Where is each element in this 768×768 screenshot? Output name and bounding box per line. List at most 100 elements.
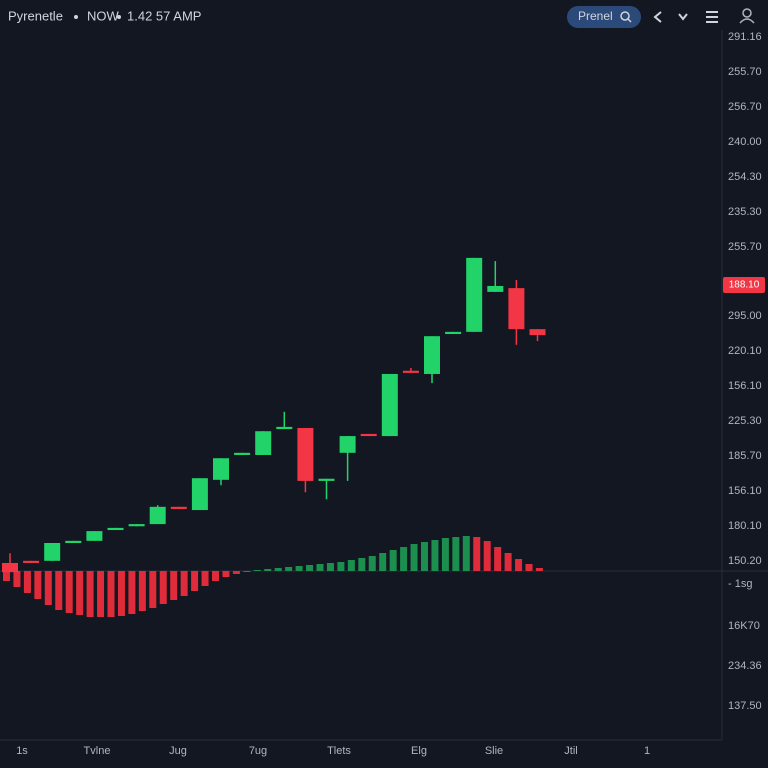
histogram-bar — [431, 540, 439, 571]
histogram-bar — [368, 556, 376, 571]
separator-dot — [74, 15, 78, 19]
list-line[interactable] — [706, 16, 718, 18]
price-label: 225.30 — [728, 415, 762, 427]
candle-body — [318, 478, 335, 481]
symbol: Pyrenetle — [8, 8, 63, 23]
histogram-bar — [180, 571, 188, 596]
search-placeholder[interactable]: Prenel — [578, 9, 613, 23]
histogram-bar — [515, 559, 523, 571]
histogram-bar — [535, 568, 543, 571]
histogram-bar — [316, 564, 324, 571]
separator-dot — [117, 15, 121, 19]
price-label: 254.30 — [728, 171, 762, 183]
histogram-bar — [128, 571, 136, 614]
price-label: 295.00 — [728, 310, 762, 322]
histogram-bar — [44, 571, 52, 605]
candle-body — [339, 436, 356, 453]
price-label: 156.10 — [728, 380, 762, 392]
time-label: Tlets — [327, 745, 351, 757]
histogram-bar — [452, 537, 460, 571]
histogram-bar — [23, 571, 31, 593]
time-label: 1s — [16, 745, 28, 757]
candle-body — [44, 543, 61, 561]
histogram-bar — [306, 565, 314, 571]
time: 1.42 57 AMP — [127, 8, 201, 23]
histogram-bar — [201, 571, 209, 586]
histogram-bar — [107, 571, 115, 617]
histogram-bar — [222, 571, 230, 577]
histogram-bar — [232, 571, 240, 574]
list-icon[interactable] — [706, 11, 718, 23]
candle-body — [402, 370, 419, 373]
candle-body — [276, 426, 293, 430]
histogram-bar — [525, 564, 533, 571]
chevron-icon[interactable] — [678, 13, 688, 21]
candle-body — [529, 329, 546, 336]
candle-body — [86, 531, 103, 541]
histogram-bar — [389, 550, 397, 571]
histogram-bar — [285, 567, 293, 571]
histogram-bar — [347, 560, 355, 571]
histogram-bar — [337, 562, 345, 571]
share-icon[interactable] — [653, 11, 662, 23]
histogram-bar — [97, 571, 105, 617]
candle-body — [191, 478, 208, 511]
price-label: 180.10 — [728, 520, 762, 532]
list-line[interactable] — [706, 11, 718, 13]
histogram-bar — [149, 571, 157, 608]
candle-body — [107, 527, 124, 531]
histogram-bar — [421, 542, 428, 571]
price-label: 240.00 — [728, 136, 762, 148]
histogram-bar — [117, 571, 125, 616]
histogram-bar — [326, 563, 334, 571]
candle-body — [2, 562, 18, 573]
price-label: 255.70 — [728, 66, 762, 78]
histogram-bar — [400, 547, 408, 571]
candle-body — [466, 257, 483, 332]
current-price-tag — [723, 277, 765, 293]
lower-pane-label: 16K70 — [728, 620, 760, 632]
user-head[interactable] — [742, 8, 752, 18]
candle-body — [128, 524, 145, 527]
histogram-bar — [295, 566, 303, 571]
histogram-bar — [441, 538, 449, 571]
candle-body — [487, 285, 504, 292]
candle-body — [23, 560, 40, 563]
price-label: 235.30 — [728, 206, 762, 218]
histogram-bar — [473, 537, 481, 571]
histogram-bar — [13, 571, 21, 587]
search-box[interactable]: Prenel — [567, 6, 641, 28]
histogram-bar — [410, 544, 418, 571]
histogram-bar — [170, 571, 178, 600]
price-label: 220.10 — [728, 345, 762, 357]
price-label: 156.10 — [728, 485, 762, 497]
candle-body — [297, 427, 314, 481]
histogram-bar — [504, 553, 512, 571]
histogram-bar — [243, 571, 251, 572]
time-label: Slie — [485, 745, 503, 757]
user-body[interactable] — [739, 18, 755, 24]
candle-body — [508, 288, 525, 330]
histogram-bar — [462, 536, 470, 571]
search-icon[interactable] — [620, 11, 630, 21]
market: NOW — [87, 8, 120, 23]
candle-body — [255, 431, 272, 455]
histogram-bar — [138, 571, 146, 611]
histogram-bar — [358, 558, 366, 571]
time-label: 1 — [644, 745, 650, 757]
lower-pane-label: 234.36 — [728, 660, 762, 672]
user-icon[interactable] — [739, 8, 755, 24]
histogram-bar — [65, 571, 73, 613]
histogram-bar — [274, 568, 282, 571]
lower-pane-label: 137.50 — [728, 700, 762, 712]
histogram-bar — [264, 569, 272, 571]
price-label: 256.70 — [728, 101, 762, 113]
search-icon[interactable] — [627, 18, 632, 23]
list-line[interactable] — [706, 21, 718, 23]
search-pill[interactable] — [567, 6, 641, 28]
candle-body — [424, 336, 440, 374]
time-label: Elg — [411, 745, 427, 757]
lower-pane-label: - 1sg — [728, 578, 752, 590]
candle-body — [170, 506, 187, 509]
current-price-label: 188.10 — [729, 280, 760, 291]
